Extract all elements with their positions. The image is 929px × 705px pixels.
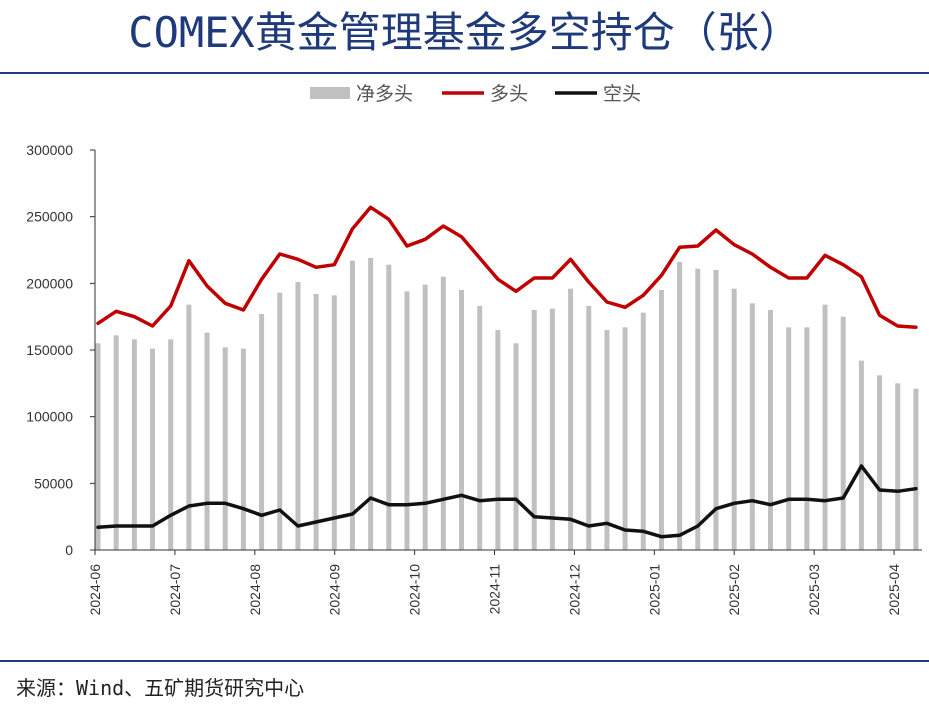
net-long-bar bbox=[713, 270, 719, 550]
net-long-bar bbox=[677, 262, 683, 550]
net-long-bar bbox=[331, 295, 337, 550]
net-long-bar bbox=[895, 383, 901, 550]
net-long-bar bbox=[822, 304, 828, 550]
net-long-bar bbox=[459, 290, 465, 550]
net-long-bar bbox=[95, 343, 101, 550]
net-long-bar bbox=[295, 282, 301, 550]
legend-swatch-bar bbox=[310, 87, 350, 99]
series-lines bbox=[96, 205, 918, 539]
y-tick-label: 100000 bbox=[26, 409, 73, 425]
source-rule bbox=[0, 660, 929, 662]
net-long-bar bbox=[640, 312, 646, 550]
y-tick-label: 50000 bbox=[34, 475, 73, 491]
legend-label: 空头 bbox=[603, 83, 641, 105]
x-tick-label: 2024-07 bbox=[167, 564, 183, 616]
x-tick-label: 2024-11 bbox=[487, 564, 503, 615]
y-tick-label: 250000 bbox=[26, 209, 73, 225]
net-long-bar bbox=[768, 310, 774, 550]
x-tick-label: 2025-01 bbox=[646, 564, 662, 616]
net-long-bar bbox=[168, 339, 174, 550]
x-tick-label: 2025-03 bbox=[806, 564, 822, 616]
y-tick-label: 0 bbox=[65, 542, 73, 558]
axes: 300000 250000 200000 150000 100000 50000 0 2024… bbox=[26, 142, 922, 615]
x-tick-label: 2025-04 bbox=[886, 564, 902, 616]
source-note: 来源：Wind、五矿期货研究中心 bbox=[16, 676, 305, 700]
y-tick-label: 200000 bbox=[26, 275, 73, 291]
net-long-bar bbox=[658, 290, 664, 550]
chart-title: COMEX黄金管理基金多空持仓（张） bbox=[128, 8, 801, 57]
net-long-bar bbox=[749, 303, 755, 550]
x-tick-label: 2024-09 bbox=[327, 564, 343, 616]
net-long-bar bbox=[150, 348, 156, 550]
net-long-bar bbox=[495, 330, 501, 550]
net-long-bar bbox=[349, 260, 355, 550]
title-rule bbox=[0, 72, 929, 74]
net-long-bar bbox=[695, 268, 701, 550]
net-long-bar bbox=[368, 258, 374, 550]
y-tick-label: 300000 bbox=[26, 142, 73, 158]
net-long-bar bbox=[222, 347, 228, 550]
chart-canvas: 净多头 多头 空头 300000 250000 200000 150000 100000 50… bbox=[26, 83, 922, 615]
y-tick-label: 150000 bbox=[26, 342, 73, 358]
net-long-bar bbox=[404, 291, 410, 550]
net-long-bar bbox=[240, 348, 246, 550]
net-long-bar bbox=[386, 264, 392, 550]
net-long-bar bbox=[786, 327, 792, 550]
legend: 净多头 多头 空头 bbox=[310, 83, 641, 105]
net-long-bar bbox=[131, 339, 137, 550]
net-long-bar bbox=[477, 306, 483, 550]
net-long-bar bbox=[204, 332, 210, 550]
net-long-bar bbox=[259, 314, 265, 550]
short-series-line bbox=[96, 464, 918, 539]
legend-label: 多头 bbox=[490, 83, 528, 105]
net-long-bar bbox=[877, 375, 883, 550]
net-long-bar bbox=[440, 276, 446, 550]
net-long-bar bbox=[277, 292, 283, 550]
net-long-bar bbox=[531, 310, 537, 550]
net-long-bar bbox=[422, 284, 428, 550]
x-tick-label: 2024-10 bbox=[407, 564, 423, 616]
net-long-bar bbox=[568, 288, 574, 550]
net-long-bars bbox=[95, 258, 919, 550]
net-long-bar bbox=[113, 335, 119, 550]
net-long-bar bbox=[731, 288, 737, 550]
x-tick-label: 2024-08 bbox=[247, 564, 263, 616]
net-long-bar bbox=[840, 316, 846, 550]
net-long-bar bbox=[622, 327, 628, 550]
net-long-bar bbox=[186, 304, 192, 550]
net-long-bar bbox=[604, 330, 610, 550]
net-long-bar bbox=[804, 327, 810, 550]
x-tick-label: 2025-02 bbox=[726, 564, 742, 616]
net-long-bar bbox=[858, 360, 864, 550]
long-series-line bbox=[96, 205, 918, 330]
net-long-bar bbox=[313, 294, 319, 550]
net-long-bar bbox=[513, 343, 519, 550]
x-tick-label: 2024-06 bbox=[87, 564, 103, 616]
net-long-bar bbox=[549, 308, 555, 550]
legend-label: 净多头 bbox=[356, 83, 413, 105]
net-long-bar bbox=[913, 388, 919, 550]
x-tick-label: 2024-12 bbox=[566, 564, 582, 616]
net-long-bar bbox=[586, 306, 592, 550]
